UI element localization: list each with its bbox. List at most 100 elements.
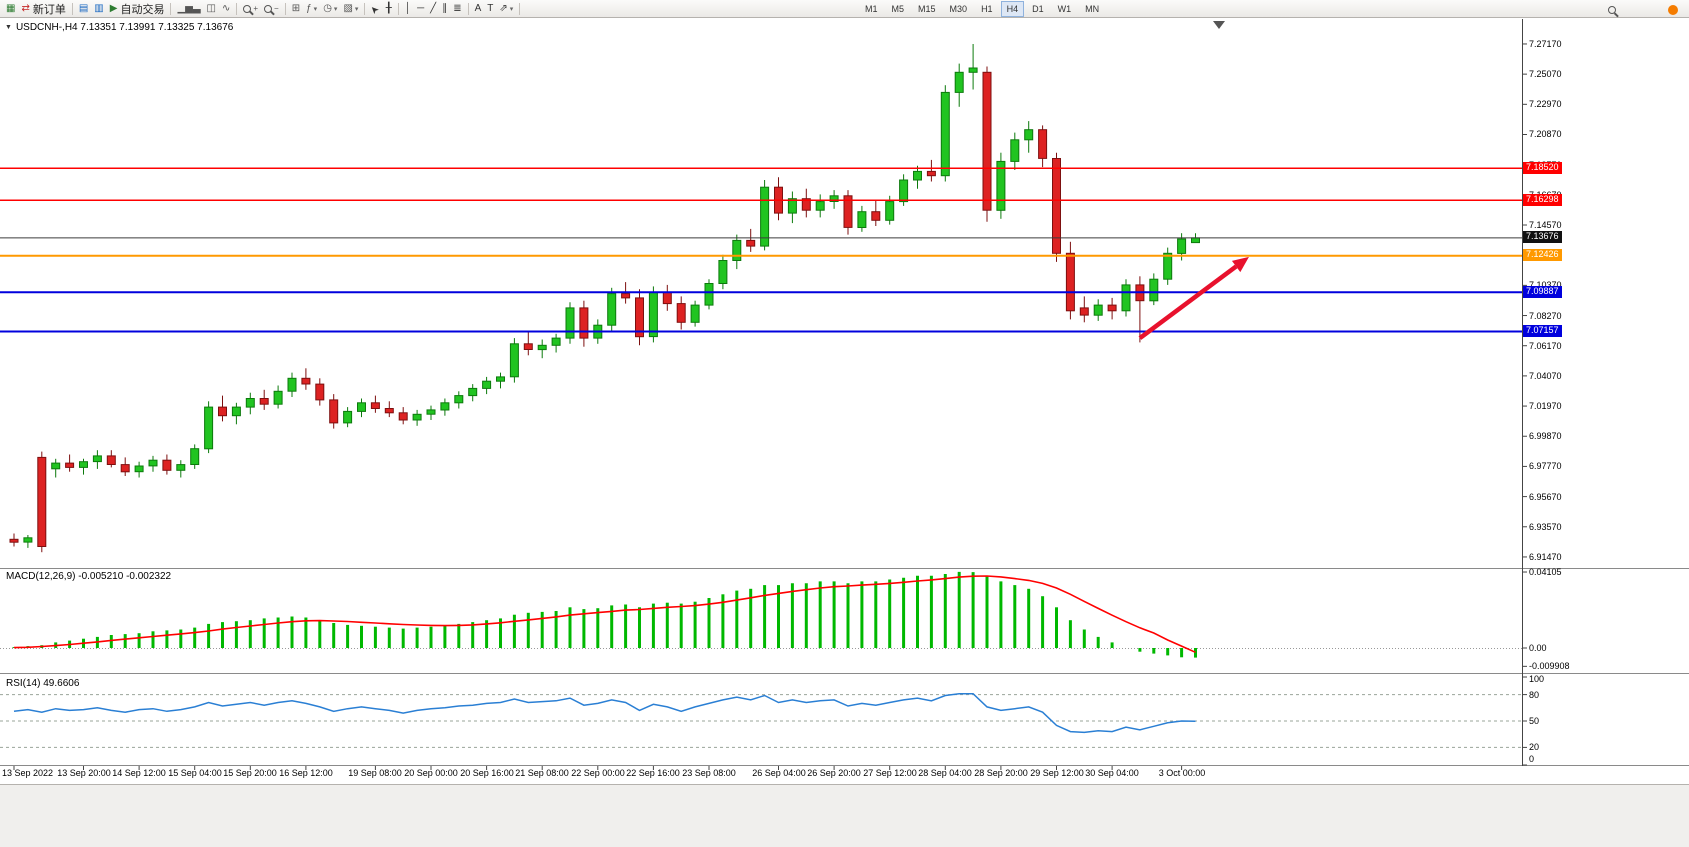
timeframe-h4-button[interactable]: H4 [1000,1,1025,17]
search-icon[interactable] [1605,2,1619,18]
price-level-badge: 7.09887 [1523,286,1562,298]
time-label: 3 Oct 00:00 [1158,768,1206,778]
bar-chart-mode-icon[interactable]: ▁▅▃ [177,2,201,14]
candlestick-series [9,44,1200,553]
time-label: 13 Sep 2022 [2,768,54,778]
magnifier-glass [264,4,273,13]
symbol-dropdown-icon[interactable]: ▼ [5,24,12,31]
time-label: 30 Sep 04:00 [1085,768,1139,778]
data-window-icon[interactable]: ▥ [94,2,104,14]
rsi-line [13,692,1196,734]
fibonacci-icon[interactable]: ≣ [453,2,462,14]
arrows-icon[interactable]: ⇗ ▾ [499,2,514,14]
time-label: 28 Sep 04:00 [918,768,972,778]
market-watch-icon[interactable]: ▤ [78,2,89,14]
crosshair-icon[interactable]: ╂ [385,2,392,14]
rsi-level-lines [0,694,1522,748]
rsi-axis-tick: 20 [1529,742,1540,752]
time-label: 29 Sep 12:00 [1030,768,1084,778]
magnifier-glass [1608,6,1616,14]
new-order-button[interactable]: ⇄ 新订单 [21,2,66,16]
macd-axis-tick: 0.00 [1529,643,1547,653]
support-resistance-lines [0,167,1522,333]
panel-borders [0,19,1689,847]
time-label: 23 Sep 08:00 [682,768,736,778]
toolbar-separator [71,2,73,15]
line-chart-mode-icon[interactable]: ∿ [221,2,231,14]
time-label: 26 Sep 20:00 [807,768,861,778]
text-label-icon[interactable]: T [487,2,494,14]
timeframe-w1-button[interactable]: W1 [1057,4,1072,14]
toolbar-separator [519,2,521,15]
time-label: 15 Sep 04:00 [168,768,222,778]
macd-axis-tick: 0.04105 [1529,567,1562,577]
price-tick: 7.25070 [1529,69,1562,79]
tile-windows-icon[interactable]: ⊞ [291,2,301,14]
price-tick: 6.93570 [1529,522,1562,532]
timeframe-mn-button[interactable]: MN [1085,4,1100,14]
price-tick: 6.95670 [1529,492,1562,502]
axis-ticks [13,43,1527,770]
time-label: 20 Sep 00:00 [404,768,458,778]
new-chart-icon[interactable]: ▦ [6,2,16,14]
equidistant-channel-icon[interactable]: ∥ [442,2,448,14]
rsi-axis-tick: 100 [1529,674,1545,684]
price-tick: 7.01970 [1529,401,1562,411]
time-label: 16 Sep 12:00 [279,768,333,778]
toolbar-separator [467,2,469,15]
price-level-badge: 7.12426 [1523,249,1562,261]
templates-icon[interactable]: ▧ ▾ [343,2,359,14]
price-tick: 7.14570 [1529,220,1562,230]
price-tick: 7.06170 [1529,341,1562,351]
timeframe-m15-button[interactable]: M15 [918,4,936,14]
zoom-in-icon[interactable]: + [240,1,261,17]
vertical-line-icon[interactable]: │ [404,2,412,14]
trendline-icon[interactable]: ╱ [430,2,437,14]
rsi-label: RSI(14) 49.6606 [6,678,80,689]
macd-histogram [12,571,1197,658]
zoom-out-icon[interactable]: − [261,1,282,17]
indicators-icon[interactable]: ƒ ▾ [306,2,318,14]
price-axis[interactable]: 7.271707.250707.229707.208707.187707.166… [1522,18,1689,782]
toolbar-separator [236,2,238,15]
periods-icon[interactable]: ◷ ▾ [323,2,338,14]
timeframe-m30-button[interactable]: M30 [949,4,968,14]
chart-shift-marker [1213,21,1225,29]
price-tick: 7.04070 [1529,371,1562,381]
price-tick: 6.99870 [1529,431,1562,441]
macd-label: MACD(12,26,9) -0.005210 -0.002322 [6,571,172,582]
price-level-badge: 7.16298 [1523,194,1562,206]
cursor-icon[interactable]: ➤ [368,1,383,16]
symbol-ohlc-label: USDCNH-,H4 7.13351 7.13991 7.13325 7.136… [15,22,234,33]
timeframe-h1-button[interactable]: H1 [981,4,993,14]
timeframe-d1-button[interactable]: D1 [1032,4,1044,14]
horizontal-line-icon[interactable]: ─ [417,2,425,14]
time-label: 13 Sep 20:00 [57,768,111,778]
rsi-axis-tick: 0 [1529,754,1535,764]
timeframe-m1-button[interactable]: M1 [865,4,878,14]
trend-arrow-annotation [1138,256,1249,340]
time-label: 21 Sep 08:00 [515,768,569,778]
price-level-badge: 7.07157 [1523,325,1562,337]
chevron-down-icon: ▾ [509,5,514,13]
price-tick: 6.91470 [1529,552,1562,562]
price-level-badge: 7.18520 [1523,162,1562,174]
time-label: 19 Sep 08:00 [348,768,402,778]
chevron-down-icon: ▾ [333,5,338,13]
autotrading-button[interactable]: ▶ 自动交易 [109,2,165,16]
toolbar: ▦ ⇄ 新订单 ▤ ▥ ▶ 自动交易 ▁▅▃ ◫ ∿ + − ⊞ ƒ ▾ ◷ ▾ ▧ ▾ ➤ ╂ │ ─ ╱ ∥ ≣ A T ⇗ ▾ M1 M… [0,0,1689,18]
time-axis[interactable]: 13 Sep 2022 13 Sep 20:00 14 Sep 12:00 15 Se… [0,766,1522,784]
macd-axis-tick: -0.009908 [1529,661,1570,671]
timeframe-m5-button[interactable]: M5 [891,4,905,14]
current-price-badge: 7.13676 [1523,231,1562,243]
candlestick-mode-icon[interactable]: ◫ [206,2,216,14]
toolbar-separator [364,2,366,15]
toolbar-separator [170,2,172,15]
price-tick: 7.20870 [1529,129,1562,139]
notification-icon[interactable] [1665,2,1681,18]
price-tick: 7.27170 [1529,39,1562,49]
text-icon[interactable]: A [474,2,482,14]
chevron-down-icon: ▾ [354,5,359,13]
macd-signal-line [13,575,1196,654]
